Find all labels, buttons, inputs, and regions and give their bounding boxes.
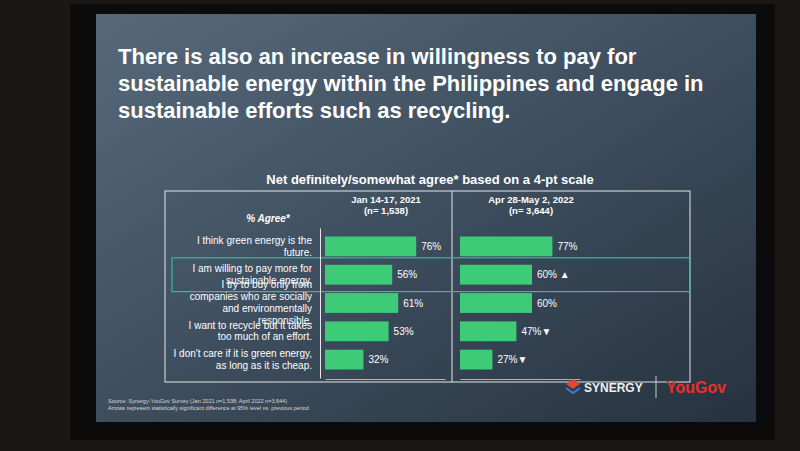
row-highlight (172, 258, 690, 292)
data-label: 61% (403, 298, 423, 309)
x-axis-line (326, 379, 446, 380)
bar (460, 236, 552, 256)
screen-bezel (70, 4, 775, 440)
source-note: Source: Synergy-YouGov Survey (Jan 2021 … (108, 398, 287, 404)
data-label: 60% (537, 298, 557, 309)
subtitle: Net definitely/somewhat agree* based on … (266, 172, 593, 187)
category-label: I don't care if it is green energy,as lo… (174, 348, 312, 371)
panel-header: Jan 14-17, 2021(n= 1,538) (351, 194, 421, 216)
data-label: 77% (557, 241, 577, 252)
bar (460, 321, 516, 341)
bar (460, 350, 492, 370)
y-axis-line (320, 229, 321, 379)
bar (325, 350, 363, 370)
y-tick: I don't care if it is green energy,as lo… (174, 348, 320, 371)
logo-separator (656, 376, 657, 398)
source-note: Arrows represent statistically significa… (108, 405, 309, 411)
logos: SYNERGY YouGov (566, 376, 726, 398)
data-label: 32% (368, 354, 388, 365)
logo-yougov: YouGov (666, 379, 726, 396)
room-background (0, 0, 800, 451)
logo-synergy: SYNERGY (584, 381, 643, 395)
panel-header: Apr 28-May 2, 2022(n= 3,644) (488, 194, 574, 216)
data-labels: 77% 60% ▲ 60% 47%▼ 27%▼ (497, 241, 577, 365)
category-label: I want to recycle but it takestoo much o… (189, 320, 312, 343)
chart-root: There is also an increase in willingness… (0, 0, 800, 451)
bar (460, 265, 532, 285)
y-tick: I want to recycle but it takestoo much o… (189, 320, 320, 343)
data-label: 60% ▲ (537, 269, 570, 280)
data-label: 53% (394, 326, 414, 337)
title: There is also an increase in willingness… (118, 44, 704, 123)
column-header: % Agree* (246, 213, 291, 224)
y-axis: I think green energy is thefuture.I am w… (174, 229, 321, 379)
data-label: 76% (421, 241, 441, 252)
data-label: 27%▼ (497, 354, 527, 365)
slide-background (96, 14, 756, 422)
y-tick: I think green energy is thefuture. (197, 235, 320, 258)
bar (325, 321, 389, 341)
bar (325, 265, 392, 285)
data-label: 47%▼ (521, 326, 551, 337)
category-label: I think green energy is thefuture. (197, 235, 313, 258)
notes: Source: Synergy-YouGov Survey (Jan 2021 … (108, 398, 309, 411)
x-axis-line (461, 379, 581, 380)
panel-divider (452, 191, 453, 382)
bar (325, 236, 416, 256)
data-labels: 76% 56% 61% 53% 32% (368, 241, 441, 365)
logo-icon (566, 379, 580, 389)
bar (460, 293, 532, 313)
bar (325, 293, 398, 313)
x-axis-0 (326, 379, 446, 380)
table-frame (165, 191, 690, 382)
data-label: 56% (397, 269, 417, 280)
x-axis-1 (461, 379, 581, 380)
logo-icon (566, 388, 580, 393)
